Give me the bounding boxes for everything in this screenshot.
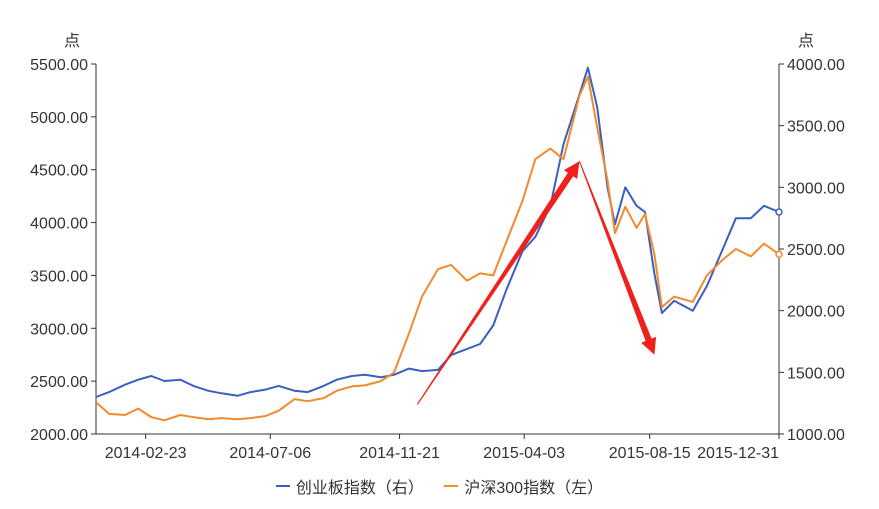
right-axis-tick-label: 1000.00: [787, 427, 845, 444]
left-axis-unit: 点: [64, 32, 80, 50]
falling-trend-arrow: [579, 161, 657, 355]
right-axis-tick-label: 1500.00: [787, 365, 845, 382]
legend-label-chinext: 创业板指数（右）: [295, 480, 424, 497]
x-axis-tick-label: 2014-02-23: [105, 445, 187, 462]
right-axis-unit: 点: [798, 32, 814, 50]
left-axis: 2000.00 2500.00 3000.00 3500.00 4000.00 4500.…: [30, 57, 97, 444]
left-axis-tick-label: 3000.00: [30, 321, 88, 338]
right-axis-tick-label: 2500.00: [787, 242, 845, 259]
series-line-chinext: [95, 66, 780, 398]
annotation-layer: [416, 161, 657, 405]
legend-item-csi300[interactable]: 沪深300指数（左）: [444, 474, 603, 498]
rising-trend-arrow: [416, 161, 580, 405]
legend-item-chinext[interactable]: 创业板指数（右）: [275, 474, 424, 498]
x-axis-tick-label: 2015-04-03: [483, 445, 565, 462]
x-axis-tick-label: 2015-12-31: [697, 445, 779, 462]
legend-swatch-csi300: [444, 485, 459, 487]
x-axis-tick-label: 2014-07-06: [229, 445, 311, 462]
x-axis: 2014-02-23 2014-07-06 2014-11-21 2015-04-03…: [96, 433, 780, 462]
legend: 创业板指数（右） 沪深300指数（左）: [0, 474, 879, 498]
legend-label-csi300: 沪深300指数（左）: [464, 480, 604, 497]
left-axis-tick-label: 4500.00: [30, 163, 88, 180]
right-axis-tick-label: 3000.00: [787, 180, 845, 197]
series-end-point-csi300: [775, 250, 783, 259]
right-axis-tick-label: 4000.00: [787, 57, 845, 74]
x-axis-tick-label: 2014-11-21: [359, 445, 440, 462]
series-layer: [95, 66, 783, 422]
right-axis-tick-label: 2000.00: [787, 304, 845, 321]
legend-swatch-chinext: [275, 485, 290, 487]
right-axis-tick-label: 3500.00: [787, 119, 845, 136]
left-axis-tick-label: 2000.00: [30, 427, 88, 444]
left-axis-tick-label: 5000.00: [30, 110, 88, 127]
left-axis-tick-label: 2500.00: [30, 374, 88, 391]
right-axis: 1000.00 1500.00 2000.00 2500.00 3000.00 3500.…: [778, 57, 845, 444]
x-axis-tick-label: 2015-08-15: [609, 445, 691, 462]
left-axis-tick-label: 3500.00: [30, 268, 88, 285]
left-axis-tick-label: 5500.00: [30, 57, 88, 74]
chart-canvas: 点 点 2000.00 2500.00 3000.00 3500.00 4000.00 4…: [30, 32, 845, 462]
series-line-csi300: [95, 75, 780, 422]
left-axis-tick-label: 4000.00: [30, 216, 88, 233]
series-end-point-chinext: [775, 208, 783, 216]
